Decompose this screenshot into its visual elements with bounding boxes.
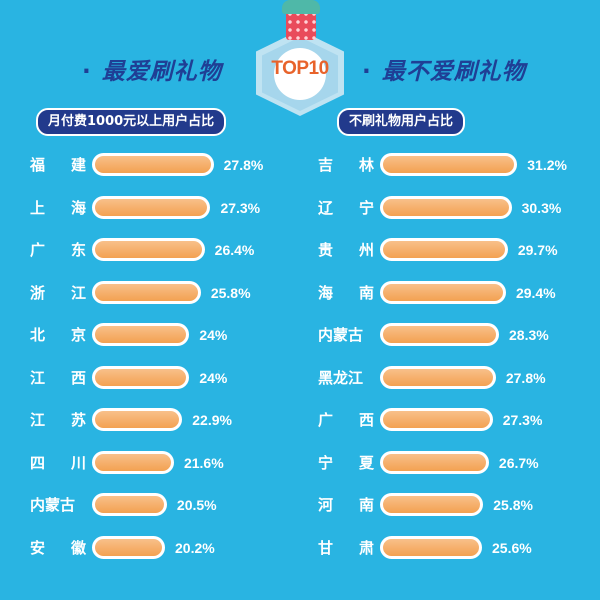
bar <box>380 365 496 389</box>
bar <box>380 493 484 516</box>
value-label: 29.7% <box>517 242 558 258</box>
province-label: 广东 <box>30 241 86 259</box>
province-label: 甘肃 <box>318 538 374 557</box>
province-label: 河南 <box>318 496 374 514</box>
bar <box>92 323 190 346</box>
bar <box>380 153 518 176</box>
bar <box>380 238 508 261</box>
value-label: 27.8% <box>223 157 264 173</box>
value-label: 21.6% <box>183 454 224 471</box>
heading-text: 最不爱刷礼物 <box>381 59 526 85</box>
value-label: 20.5% <box>176 497 217 513</box>
bar <box>92 280 201 304</box>
bullet-dot: · <box>82 59 92 85</box>
badge-label: TOP10 <box>271 58 329 79</box>
bar <box>92 535 165 559</box>
value-label: 25.6% <box>492 539 532 556</box>
top10-badge: TOP10 <box>252 0 348 120</box>
province-label: 内蒙古 <box>318 326 364 344</box>
bar <box>380 535 482 559</box>
province-label: 宁夏 <box>318 453 374 472</box>
bar <box>92 450 174 474</box>
value-label: 24% <box>199 369 228 386</box>
bar <box>92 365 190 389</box>
value-label: 31.2% <box>527 157 567 173</box>
value-label: 30.3% <box>521 199 562 216</box>
gift-box-icon <box>286 10 316 40</box>
value-label: 28.3% <box>509 327 549 343</box>
province-label: 黑龙江 <box>318 368 364 387</box>
bar <box>92 408 183 431</box>
bar <box>380 280 506 304</box>
bar <box>92 195 211 219</box>
bar <box>92 153 214 176</box>
province-label: 辽宁 <box>318 198 374 217</box>
province-label: 江西 <box>30 368 86 387</box>
value-label: 26.7% <box>498 454 539 471</box>
bar <box>380 408 493 431</box>
province-label: 安徽 <box>30 538 86 557</box>
bar <box>92 493 167 516</box>
value-label: 25.8% <box>210 284 251 301</box>
bar <box>380 323 499 346</box>
value-label: 27.8% <box>505 369 546 386</box>
heading-most-gifting: · 最爱刷礼物 <box>82 52 222 86</box>
gift-ribbon-icon <box>282 0 320 14</box>
bar <box>92 238 205 261</box>
province-label: 上海 <box>30 198 86 217</box>
province-label: 贵州 <box>318 241 374 259</box>
province-label: 北京 <box>30 326 86 344</box>
value-label: 26.4% <box>214 242 255 258</box>
province-label: 福建 <box>30 156 86 174</box>
province-label: 四川 <box>30 453 86 472</box>
bar <box>380 195 512 219</box>
bullet-dot: · <box>362 59 372 85</box>
value-label: 24% <box>199 327 228 343</box>
badge-circle <box>274 48 326 100</box>
province-label: 内蒙古 <box>30 496 76 514</box>
subtitle-non-gifting-users: 不刷礼物用户占比 <box>337 108 466 136</box>
province-label: 浙江 <box>30 283 86 302</box>
province-label: 吉林 <box>318 156 374 174</box>
province-label: 海南 <box>318 283 374 302</box>
value-label: 22.9% <box>192 412 232 428</box>
heading-least-gifting: · 最不爱刷礼物 <box>362 52 526 86</box>
province-label: 江苏 <box>30 411 86 429</box>
province-label: 广西 <box>318 411 374 429</box>
value-label: 20.2% <box>175 539 215 556</box>
value-label: 27.3% <box>502 412 543 428</box>
subtitle-paying-users: 月付费1000元以上用户占比 <box>36 108 227 136</box>
value-label: 29.4% <box>515 284 556 301</box>
bar <box>380 450 489 474</box>
heading-text: 最爱刷礼物 <box>101 59 222 85</box>
value-label: 27.3% <box>220 199 261 216</box>
value-label: 25.8% <box>493 497 533 513</box>
